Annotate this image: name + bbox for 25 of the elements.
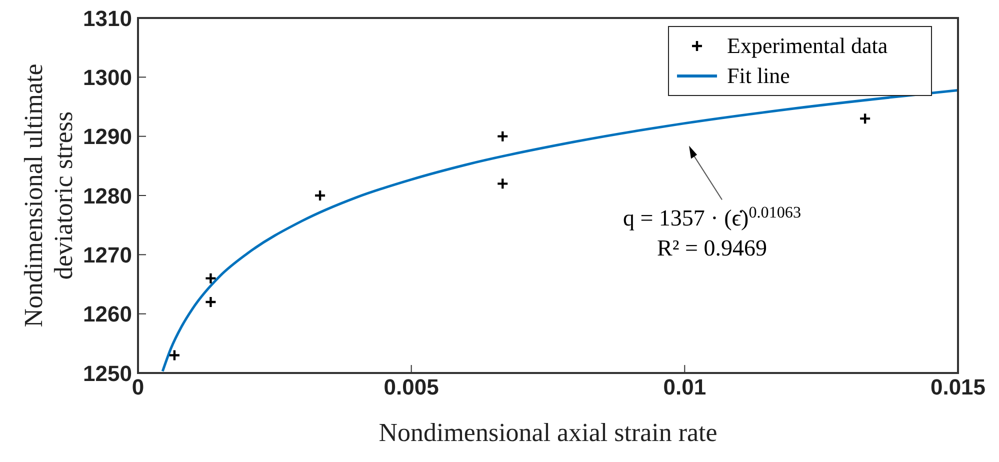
x-tick-label: 0 [132,374,144,400]
point [204,272,217,284]
y-tick-label: 1280 [83,183,132,208]
x-tick-label: 0.01 [663,374,706,400]
point [496,178,509,190]
point [858,112,872,125]
annotation: R² = 0.9469 [657,236,767,261]
annotation: q = 1357 · (ϵ̇)$^{0.01063}$ [622,204,802,231]
legend-label: Fit line [727,63,790,89]
legend-label: Experimental data [727,33,888,59]
x-axis-title: Nondimensional axial strain rate [378,418,718,447]
point [496,130,509,142]
line-series [161,88,958,372]
y-tick-label: 1300 [83,64,132,90]
x-tick-label: 0.005 [384,374,439,400]
point [204,296,217,308]
y-tick-label: 1310 [83,6,132,31]
point [168,349,181,362]
y-tick-label: 1290 [83,124,132,150]
y-axis-title: Nondimensional ultimate deviatoric stress [19,64,78,328]
y-tick-label: 1270 [83,242,132,268]
y-tick-label: 1250 [83,360,132,386]
y-tick-label: 1260 [83,302,132,327]
point [314,189,326,202]
x-tick-label: 0.015 [930,374,986,400]
